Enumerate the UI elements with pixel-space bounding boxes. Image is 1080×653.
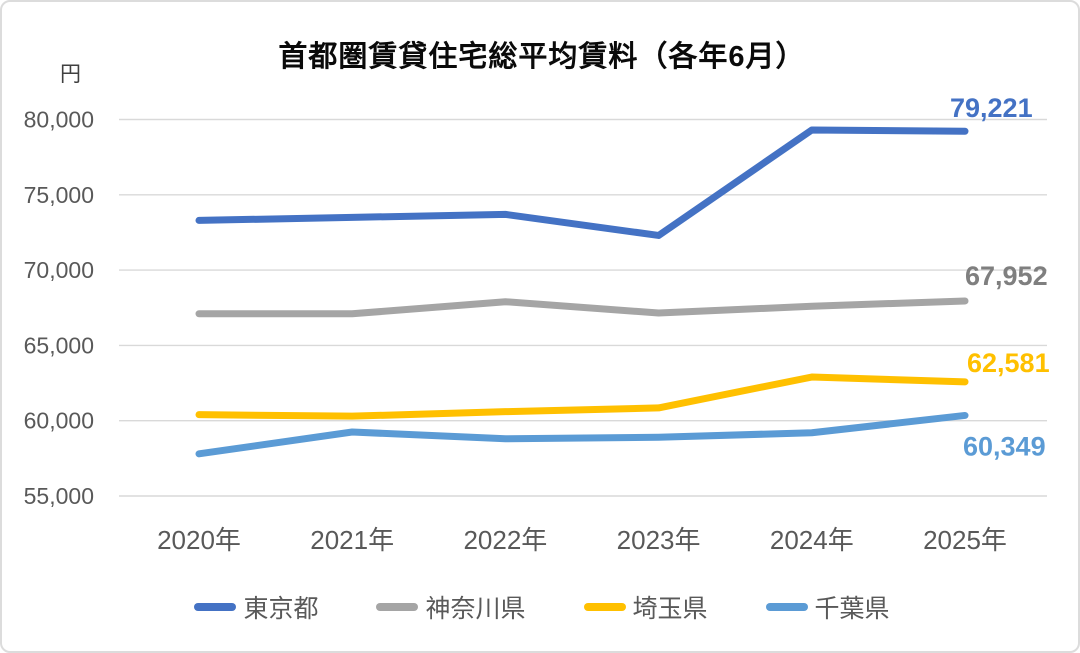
legend-item: 東京都 (194, 589, 318, 625)
legend-item: 神奈川県 (376, 589, 526, 625)
y-tick-label: 55,000 (24, 483, 94, 509)
series-end-data-label: 62,581 (967, 348, 1050, 378)
x-tick-label: 2023年 (617, 525, 701, 555)
x-tick-label: 2021年 (310, 525, 394, 555)
y-tick-label: 60,000 (24, 408, 94, 434)
series-line (195, 411, 969, 458)
series-end-data-label: 60,349 (963, 431, 1046, 461)
legend-label: 千葉県 (814, 595, 890, 623)
chart-title: 首都圏賃貸住宅総平均賃料（各年6月） (278, 41, 806, 73)
legend-swatch (376, 603, 419, 611)
legend-swatch (583, 603, 626, 611)
y-tick-label: 70,000 (24, 257, 94, 283)
y-axis-unit-label: 円 (60, 63, 81, 86)
x-tick-label: 2024年 (770, 525, 854, 555)
y-tick-label: 65,000 (24, 332, 94, 358)
legend-item: 埼玉県 (583, 589, 708, 625)
series-line (195, 126, 969, 239)
legend-label: 東京都 (243, 595, 319, 623)
legend-swatch (194, 603, 237, 611)
legend-swatch (765, 603, 808, 611)
x-tick-label: 2020年 (157, 525, 241, 555)
y-tick-label: 80,000 (24, 107, 94, 133)
series-end-data-label: 79,221 (950, 93, 1033, 123)
chart-legend: 東京都 神奈川県 埼玉県 千葉県 (2, 589, 1078, 625)
legend-label: 神奈川県 (425, 595, 526, 623)
x-tick-label: 2022年 (463, 525, 547, 555)
legend-label: 埼玉県 (632, 595, 708, 623)
x-tick-label: 2025年 (923, 525, 1007, 555)
legend-item: 千葉県 (765, 589, 890, 625)
series-end-data-label: 67,952 (965, 261, 1048, 291)
y-tick-label: 75,000 (24, 182, 94, 208)
series-line (195, 373, 969, 420)
series-line (195, 297, 969, 318)
